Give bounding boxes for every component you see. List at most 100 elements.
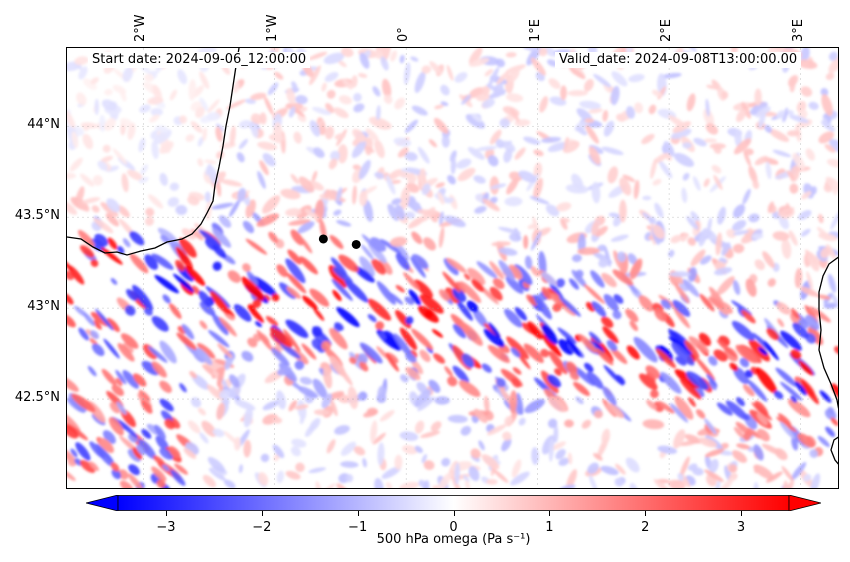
omega-cell <box>541 324 558 345</box>
omega-cell <box>444 366 453 377</box>
colorbar-tick-label: −2 <box>252 520 272 535</box>
omega-cell <box>69 157 83 172</box>
omega-cell <box>353 266 375 283</box>
omega-cell <box>385 481 393 488</box>
omega-cell <box>588 108 603 114</box>
omega-cell <box>463 273 471 281</box>
omega-cell <box>342 78 353 90</box>
omega-cell <box>699 293 715 312</box>
omega-cell <box>299 236 313 254</box>
omega-cell <box>703 178 710 188</box>
omega-cell <box>803 474 812 482</box>
omega-cell <box>674 283 690 304</box>
omega-cell <box>471 113 483 123</box>
omega-cell <box>275 343 285 351</box>
omega-cell <box>765 161 772 180</box>
omega-cell <box>779 381 803 401</box>
omega-cell <box>429 61 443 75</box>
omega-cell <box>688 48 697 52</box>
omega-cell <box>680 233 688 242</box>
omega-cell <box>223 479 236 488</box>
omega-cell <box>653 478 671 488</box>
omega-cell <box>633 336 658 363</box>
omega-cell <box>393 137 412 147</box>
colorbar-tick-mark <box>165 511 167 516</box>
omega-cell <box>695 409 706 419</box>
omega-cell <box>778 413 792 426</box>
omega-cell <box>100 202 119 217</box>
omega-cell <box>612 269 634 286</box>
omega-cell <box>642 419 665 430</box>
omega-cell <box>713 349 728 362</box>
omega-cell <box>83 312 96 327</box>
omega-cell <box>688 336 710 354</box>
omega-cell <box>199 97 209 112</box>
omega-cell <box>162 294 171 304</box>
omega-cell <box>731 320 755 341</box>
omega-cell <box>151 466 167 482</box>
omega-cell <box>167 197 180 207</box>
omega-cell <box>246 271 258 286</box>
lon-tick-label: 2°E <box>659 19 675 42</box>
omega-cell <box>801 190 812 200</box>
omega-cell <box>807 326 824 346</box>
omega-cell <box>457 167 476 182</box>
omega-cell <box>671 342 695 366</box>
omega-cell <box>610 347 628 364</box>
omega-cell <box>164 418 175 430</box>
omega-cell <box>491 241 511 247</box>
omega-cell <box>606 340 618 352</box>
omega-cell <box>89 441 105 459</box>
omega-cell <box>179 115 187 124</box>
omega-cell <box>353 446 366 456</box>
omega-cell <box>601 428 611 446</box>
omega-cell <box>359 256 375 277</box>
lat-tick-label: 42.5°N <box>14 390 60 406</box>
omega-cell <box>489 129 502 145</box>
omega-cell <box>174 463 188 475</box>
omega-cell <box>670 234 683 244</box>
omega-cell <box>768 128 790 142</box>
omega-cell <box>132 447 143 460</box>
omega-cell <box>286 286 301 299</box>
omega-cell <box>138 137 146 153</box>
omega-cell <box>594 410 603 419</box>
omega-cell <box>215 123 225 132</box>
omega-cell <box>331 278 353 301</box>
omega-cell <box>181 228 196 240</box>
omega-cell <box>417 396 435 412</box>
omega-cell <box>603 364 624 386</box>
omega-cell <box>138 389 151 402</box>
omega-cell <box>161 464 170 472</box>
omega-cell <box>483 395 490 413</box>
omega-cell <box>625 308 639 323</box>
omega-cell <box>250 92 267 100</box>
omega-cell <box>817 435 830 448</box>
omega-cell <box>588 474 598 488</box>
omega-cell <box>104 88 113 96</box>
omega-cell <box>682 172 690 181</box>
omega-cell <box>730 48 739 54</box>
omega-cell <box>825 72 835 81</box>
omega-cell <box>67 375 79 392</box>
omega-cell <box>237 187 247 202</box>
omega-cell <box>321 340 332 351</box>
omega-cell <box>116 401 127 415</box>
omega-cell <box>377 442 385 466</box>
omega-cell <box>827 273 837 293</box>
omega-cell <box>440 84 450 96</box>
omega-cell <box>218 215 232 228</box>
omega-cell <box>112 148 128 165</box>
omega-cell <box>459 281 482 303</box>
omega-cell <box>276 390 286 410</box>
omega-cell <box>758 347 768 356</box>
omega-cell <box>359 342 383 364</box>
omega-cell <box>390 236 408 247</box>
omega-cell <box>329 235 344 249</box>
omega-cell <box>558 296 581 317</box>
omega-cell <box>145 216 154 226</box>
omega-cell <box>473 175 486 184</box>
omega-cell <box>708 380 717 391</box>
omega-cell <box>299 414 305 425</box>
coastline-bay-of-biscay <box>67 48 240 256</box>
